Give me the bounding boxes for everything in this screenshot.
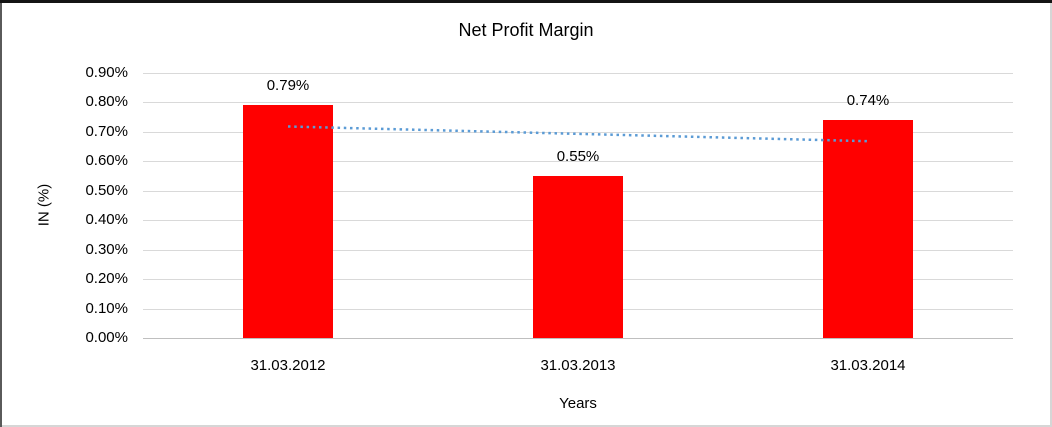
x-axis-title: Years <box>559 395 597 412</box>
data-label-31.03.2014: 0.74% <box>846 92 890 110</box>
gridline <box>143 73 1013 74</box>
x-tick-label-31.03.2014: 31.03.2014 <box>830 357 906 374</box>
y-tick-label: 0.70% <box>85 123 128 140</box>
x-tick-label-31.03.2012: 31.03.2012 <box>250 357 326 374</box>
bar-31.03.2014 <box>823 120 913 338</box>
y-tick-label: 0.30% <box>85 241 128 258</box>
bar-31.03.2013 <box>533 176 623 338</box>
data-label-31.03.2012: 0.79% <box>266 77 310 95</box>
gridline <box>143 102 1013 103</box>
bar-31.03.2012 <box>243 105 333 338</box>
gridline <box>143 161 1013 162</box>
x-tick-label-31.03.2013: 31.03.2013 <box>540 357 616 374</box>
y-axis-title: IN (%) <box>35 183 53 227</box>
y-tick-label: 0.60% <box>85 152 128 169</box>
y-tick-label: 0.50% <box>85 182 128 199</box>
y-tick-label: 0.40% <box>85 211 128 228</box>
x-axis-line <box>143 338 1013 339</box>
y-tick-label: 0.00% <box>85 329 128 346</box>
linear-trendline <box>287 125 869 143</box>
data-label-31.03.2013: 0.55% <box>556 148 600 166</box>
chart-title: Net Profit Margin <box>458 20 594 40</box>
y-tick-label: 0.10% <box>85 300 128 317</box>
y-tick-label: 0.20% <box>85 270 128 287</box>
y-tick-label: 0.80% <box>85 93 128 110</box>
y-tick-label: 0.90% <box>85 64 128 81</box>
